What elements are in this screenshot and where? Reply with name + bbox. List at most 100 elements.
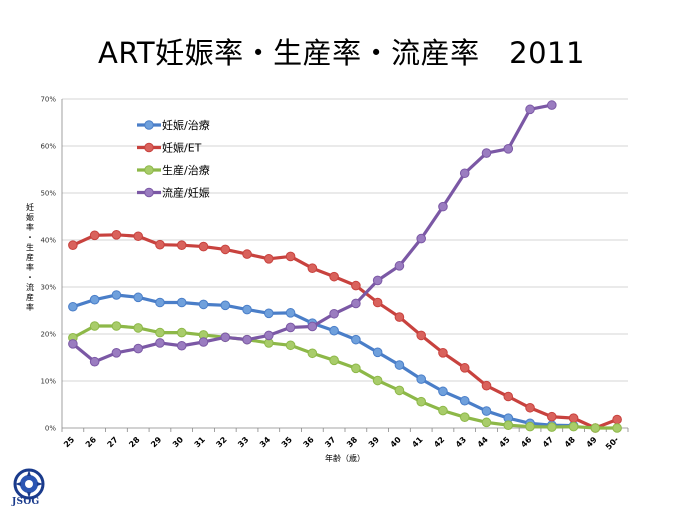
series-4 bbox=[68, 100, 557, 367]
data-point bbox=[133, 343, 143, 354]
data-point bbox=[264, 330, 274, 341]
y-tick-label: 70% bbox=[40, 96, 56, 104]
x-tick-label: 34 bbox=[258, 435, 273, 450]
x-tick-label: 36 bbox=[302, 435, 317, 450]
y-axis-title-char: 率 bbox=[26, 262, 34, 272]
data-point bbox=[459, 363, 470, 373]
x-axis: 25 26 27 28 29 30 31 32 33 34 35 36 37 38 39 40 41 42 43 44… bbox=[61, 428, 629, 452]
data-point bbox=[89, 321, 100, 331]
data-point bbox=[285, 251, 296, 262]
x-tick-label: 47 bbox=[541, 435, 555, 449]
data-point bbox=[438, 201, 448, 212]
data-point bbox=[155, 327, 165, 338]
x-tick-label: 50- bbox=[604, 435, 621, 452]
legend-swatch-marker bbox=[144, 120, 154, 130]
data-point bbox=[438, 405, 448, 416]
x-tick-label: 35 bbox=[280, 435, 295, 450]
data-point bbox=[68, 301, 78, 312]
y-axis-title-char: ・ bbox=[26, 233, 34, 242]
data-point bbox=[285, 308, 296, 318]
x-tick-label: 31 bbox=[193, 435, 208, 450]
x-tick-label: 29 bbox=[149, 435, 164, 450]
data-point bbox=[416, 233, 426, 244]
series-2 bbox=[68, 230, 622, 433]
data-point bbox=[329, 355, 339, 366]
jsog-emblem-icon bbox=[13, 468, 45, 500]
x-tick-label: 42 bbox=[432, 435, 446, 449]
y-axis-title-char: 産 bbox=[26, 292, 34, 302]
data-point bbox=[198, 299, 209, 310]
legend-label: 妊娠/ET bbox=[162, 141, 202, 155]
series-line bbox=[72, 324, 618, 430]
x-tick-label: 44 bbox=[476, 435, 491, 450]
data-point bbox=[111, 348, 122, 358]
x-tick-label: 41 bbox=[410, 435, 425, 450]
data-point bbox=[459, 412, 470, 422]
y-axis-title-char: ・ bbox=[26, 273, 34, 282]
y-tick-label: 30% bbox=[40, 284, 56, 292]
jsog-logo-text: JSOG bbox=[12, 497, 40, 507]
x-tick-label: 25 bbox=[62, 435, 77, 450]
data-point bbox=[176, 340, 187, 351]
data-point bbox=[416, 396, 426, 407]
y-axis-title-char: 生 bbox=[26, 242, 34, 252]
x-tick-label: 28 bbox=[127, 435, 142, 450]
data-point bbox=[351, 298, 361, 309]
y-tick-label: 10% bbox=[40, 378, 56, 386]
data-point bbox=[394, 360, 405, 370]
data-point bbox=[438, 348, 448, 358]
data-point bbox=[394, 261, 405, 271]
data-point bbox=[503, 420, 514, 430]
y-tick-label: 50% bbox=[40, 190, 56, 198]
series-3 bbox=[68, 321, 622, 433]
data-point bbox=[89, 294, 100, 305]
data-point bbox=[459, 395, 470, 406]
y-axis-title-char: 流 bbox=[26, 282, 34, 292]
y-tick-label: 0% bbox=[45, 425, 56, 433]
x-tick-label: 46 bbox=[519, 435, 534, 450]
data-point bbox=[372, 275, 383, 286]
data-point bbox=[416, 374, 426, 384]
data-point bbox=[264, 308, 274, 319]
data-point bbox=[242, 304, 252, 315]
data-point bbox=[416, 330, 426, 341]
data-point bbox=[547, 411, 557, 422]
data-point bbox=[351, 363, 361, 374]
data-point bbox=[68, 339, 78, 349]
data-point bbox=[264, 253, 274, 264]
y-tick-label: 60% bbox=[40, 143, 56, 151]
legend-swatch-marker bbox=[144, 142, 154, 153]
data-point bbox=[111, 230, 122, 240]
data-point bbox=[176, 240, 187, 250]
chart-title: ART妊娠率・生産率・流産率 2011 bbox=[98, 36, 585, 70]
data-point bbox=[176, 327, 187, 338]
data-point bbox=[89, 356, 100, 367]
data-point bbox=[351, 334, 361, 345]
data-point bbox=[242, 334, 252, 345]
data-point bbox=[612, 423, 622, 433]
data-point bbox=[525, 421, 535, 432]
x-axis-title: 年齢（歳） bbox=[325, 453, 365, 463]
x-tick-label: 30 bbox=[171, 435, 186, 450]
x-tick-label: 45 bbox=[497, 435, 512, 450]
data-point bbox=[525, 402, 535, 413]
legend-label: 妊娠/治療 bbox=[162, 118, 210, 132]
data-point bbox=[111, 321, 122, 331]
data-point bbox=[111, 290, 122, 300]
y-axis-title-char: 産 bbox=[26, 252, 34, 262]
data-point bbox=[612, 414, 622, 425]
x-tick-label: 40 bbox=[389, 435, 404, 450]
data-point bbox=[133, 323, 143, 333]
legend-swatch-marker bbox=[144, 165, 154, 175]
data-point bbox=[459, 168, 470, 179]
data-point bbox=[481, 148, 492, 158]
y-tick-label: 40% bbox=[40, 237, 56, 245]
data-point bbox=[155, 338, 165, 348]
x-tick-label: 26 bbox=[84, 435, 99, 450]
x-tick-label: 43 bbox=[454, 435, 468, 449]
data-point bbox=[503, 391, 514, 402]
data-point bbox=[547, 100, 557, 110]
y-axis-title: 妊娠率・生産率・流産率 bbox=[26, 202, 34, 312]
